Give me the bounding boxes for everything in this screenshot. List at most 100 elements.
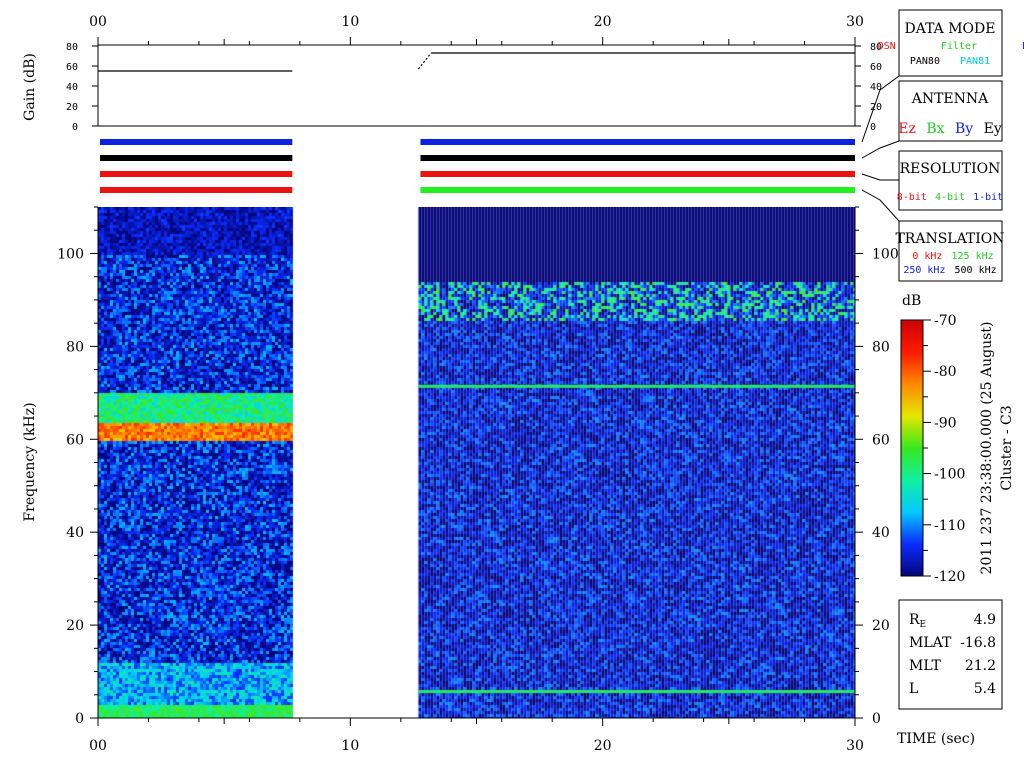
frequency-left-tick-label: 80 (66, 339, 84, 355)
top-time-tick-label: 10 (341, 14, 359, 30)
colorbar-unit: dB (902, 293, 921, 309)
frequency-right-tick-label: 80 (872, 339, 890, 355)
frequency-left-tick-label: 40 (66, 525, 84, 541)
frequency-right-tick-label: 0 (872, 711, 881, 727)
antenna-ez: Ez (898, 121, 916, 137)
frequency-right-tick-label: 100 (872, 246, 899, 262)
gain-right-tick-label: 80 (870, 42, 882, 53)
antenna-ey: Ey (984, 121, 1002, 137)
status-bar-segment (100, 155, 293, 161)
connector-resolution (861, 173, 899, 181)
top-time-tick-label: 30 (846, 14, 864, 30)
bottom-time-tick-label: 30 (846, 738, 864, 754)
translation-250khz: 250 kHz (903, 265, 945, 276)
orbit-info-value: -16.8 (960, 635, 996, 651)
orbit-info-label: L (909, 681, 918, 697)
gain-right-tick-label: 0 (870, 122, 876, 133)
status-bar-segment (100, 171, 293, 177)
top-time-tick-label: 00 (89, 14, 107, 30)
top-time-axis: 00 10 20 30 (89, 14, 864, 30)
orbit-info-label-subscript: E (920, 620, 927, 630)
spectrogram-raster (98, 207, 855, 718)
orbit-info-label: MLAT (909, 635, 952, 651)
data-mode-pan81: PAN81 (960, 56, 990, 67)
translation-125khz: 125 kHz (951, 251, 993, 262)
frequency-left-tick-label: 60 (66, 432, 84, 448)
spectrogram-panel: 100 80 60 40 20 0 100 80 60 40 20 0 Frequency (kHz… (22, 206, 899, 727)
gain-axis-label: Gain (dB) (22, 53, 38, 121)
data-mode-filter: Filter (941, 41, 977, 52)
gain-series (98, 52, 855, 72)
legend-connectors (861, 75, 900, 222)
gain-left-tick-label: 40 (66, 82, 78, 93)
colorbar-tick-label: -80 (934, 364, 957, 380)
spectrogram-image (98, 207, 855, 718)
data-mode-pan80: PAN80 (910, 56, 940, 67)
gain-left-tick-label: 20 (66, 102, 78, 113)
orbit-info-frame (898, 599, 1003, 710)
status-bar-segment (420, 155, 855, 161)
colorbar-tick-label: -110 (934, 518, 965, 534)
status-bar-segment (100, 139, 293, 145)
status-bars (100, 139, 855, 193)
gain-left-tick-label: 80 (66, 42, 78, 53)
legend-data-mode: DATA MODE DSN Filter DC PAN80 PAN81 (836, 9, 1024, 77)
translation-500khz: 500 kHz (955, 265, 997, 276)
orbit-info-value: 21.2 (965, 658, 996, 674)
connector-translation (861, 189, 900, 222)
translation-title: TRANSLATION (895, 231, 1004, 247)
status-bar-segment (420, 139, 855, 145)
gain-left-tick-label: 60 (66, 62, 78, 73)
gain-axis-ticks: 80 80 60 60 40 40 20 20 0 0 (66, 37, 882, 133)
gain-segment (417, 52, 432, 70)
data-mode-title: DATA MODE (905, 21, 996, 37)
colorbar-date-label: 2011 237 23:38:00.000 (25 August) (979, 322, 995, 575)
colorbar-tick-label: -120 (934, 569, 965, 585)
resolution-4bit: 4-bit (935, 192, 965, 203)
colorbar-ticks: -70 -80 -90 -100 -110 -120 (923, 313, 965, 585)
orbit-info-value: 5.4 (974, 681, 996, 697)
antenna-by: By (955, 121, 973, 137)
orbit-info-value: 4.9 (974, 612, 996, 628)
colorbar-tick-label: -100 (934, 467, 965, 483)
connector-data-mode (861, 75, 900, 143)
translation-0khz: 0 kHz (912, 251, 942, 262)
frequency-axis-ticks (90, 206, 863, 726)
data-mode-row1: DSN Filter DC (836, 41, 1024, 52)
gain-right-tick-label: 40 (870, 82, 882, 93)
resolution-title: RESOLUTION (900, 161, 1001, 177)
resolution-8bit: 8-bit (897, 192, 927, 203)
antenna-title: ANTENNA (911, 91, 989, 107)
colorbar-gradient (900, 319, 924, 577)
status-bar-segment (100, 187, 293, 193)
resolution-box (898, 150, 1003, 211)
gain-panel: 80 80 60 60 40 40 20 20 0 0 Gain (dB) (22, 37, 882, 133)
status-bar-segment (420, 171, 855, 177)
translation-row2: 250 kHz 500 kHz (903, 265, 996, 276)
bottom-time-axis: 00 10 20 30 (89, 738, 864, 754)
bottom-time-tick-label: 20 (594, 738, 612, 754)
frequency-right-tick-label: 60 (872, 432, 890, 448)
gain-panel-frame (97, 44, 856, 127)
gain-right-tick-label: 60 (870, 62, 882, 73)
resolution-1bit: 1-bit (973, 192, 1003, 203)
top-time-tick-label: 20 (594, 14, 612, 30)
frequency-right-tick-label: 20 (872, 618, 890, 634)
orbit-info-label: MLT (909, 658, 941, 674)
frequency-left-tick-label: 0 (75, 711, 84, 727)
antenna-box (898, 80, 1003, 142)
legend-translation: TRANSLATION 0 kHz 125 kHz 250 kHz 500 kH… (895, 220, 1005, 282)
colorbar-tick-label: -70 (934, 313, 957, 329)
resolution-items: 8-bit 4-bit 1-bit (897, 192, 1003, 203)
gain-right-tick-label: 20 (870, 102, 882, 113)
translation-box (898, 220, 1003, 282)
bottom-time-tick-label: 00 (89, 738, 107, 754)
frequency-axis-left: 100 80 60 40 20 0 (57, 246, 84, 727)
legend-resolution: RESOLUTION 8-bit 4-bit 1-bit (897, 150, 1003, 211)
bottom-time-tick-label: 10 (341, 738, 359, 754)
translation-row1: 0 kHz 125 kHz (912, 251, 993, 262)
status-bar-segment (420, 187, 855, 193)
